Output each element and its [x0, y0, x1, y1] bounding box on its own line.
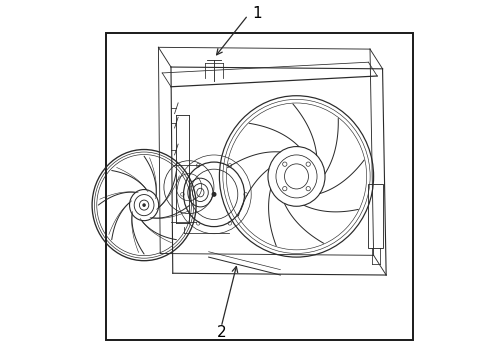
- Text: 1: 1: [252, 6, 262, 21]
- Ellipse shape: [212, 193, 215, 196]
- Bar: [106, 33, 412, 339]
- Ellipse shape: [143, 204, 145, 206]
- Text: 2: 2: [216, 325, 225, 340]
- Bar: [367, 184, 383, 248]
